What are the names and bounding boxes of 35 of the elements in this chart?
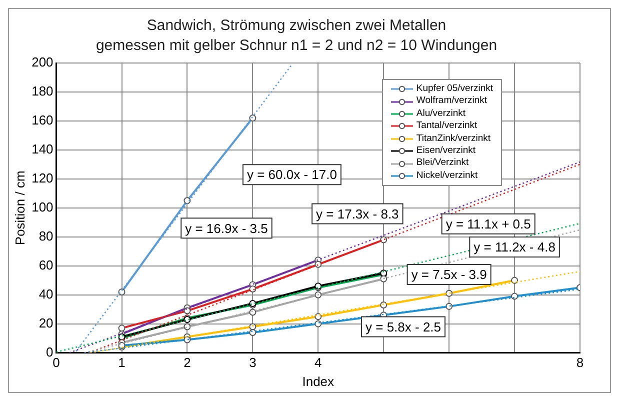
x-tick-label: 3 [249,355,256,370]
legend-label: Eisen/verzinkt [416,145,476,158]
legend-label: Blei/Verzinkt [416,157,469,170]
legend-label: Tantal/verzinkt [416,120,478,133]
annotation: y = 60.0x - 17.0 [246,167,337,182]
legend-label: Kupfer 05/verzinkt [416,83,493,96]
annotation: y = 7.5x - 3.9 [411,267,487,282]
y-tick-label: 120 [32,170,54,186]
y-tick-label: 200 [32,54,54,70]
annotation: y = 11.1x + 0.5 [446,216,531,232]
y-axis-title: Position / cm [12,170,28,246]
chart-subtitle: gemessen mit gelber Schnur n1 = 2 und n2 = 10 Windungen [96,37,498,54]
legend-label: Alu/verzinkt [416,108,466,120]
chart-title: Sandwich, Strömung zwischen zwei Metallen [146,17,446,34]
annotation: y = 17.3x - 8.3 [316,206,399,222]
x-axis-title: Index [302,374,335,389]
y-tick-label: 180 [32,84,54,99]
legend-label: Nickel/verzinkt [416,170,478,182]
x-tick-label: 8 [576,355,584,370]
y-tick-label: 60 [38,257,54,272]
x-tick-label: 1 [118,355,126,370]
y-tick-label: 140 [32,142,54,157]
y-tick-label: 160 [32,112,54,128]
annotation: y = 16.9x - 3.5 [185,220,268,236]
y-tick-label: 100 [32,199,54,214]
y-tick-label: 0 [46,344,54,360]
x-tick-label: 4 [314,355,322,370]
y-tick-label: 80 [38,228,54,244]
legend-label: Wolfram/verzinkt [416,95,487,108]
annotation: y = 11.2x - 4.8 [474,240,556,255]
annotation: y = 5.8x - 2.5 [365,319,442,334]
x-tick-label: 2 [184,355,191,370]
legend-label: TitanZink/verzinkt [416,132,491,146]
y-tick-label: 20 [38,315,54,330]
y-tick-label: 40 [38,286,54,302]
